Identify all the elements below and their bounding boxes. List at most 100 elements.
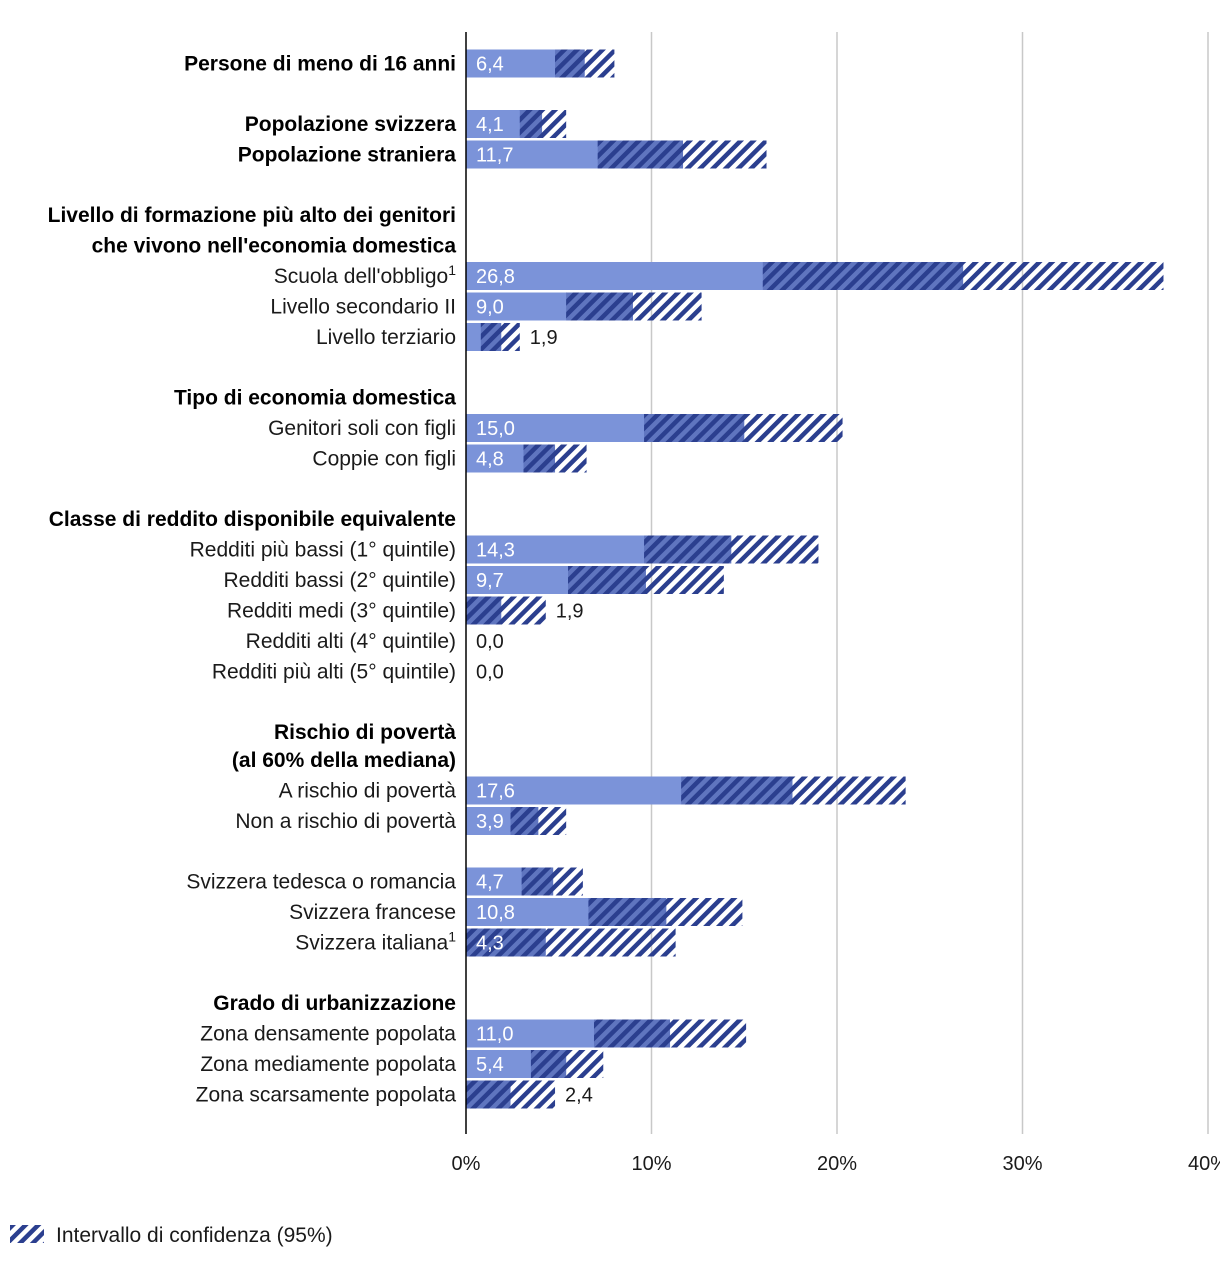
ci-lower-shade — [681, 776, 793, 805]
ci-lower-shade — [523, 444, 556, 473]
confidence-interval — [466, 1080, 556, 1109]
confidence-interval — [555, 49, 615, 78]
footnote-marker: 1 — [448, 929, 456, 945]
ci-lower-shade — [593, 1019, 671, 1048]
data-label: 14,3 — [476, 540, 515, 562]
category-label: Popolazione svizzera — [245, 113, 457, 136]
category-label: Coppie con figli — [312, 448, 456, 471]
data-label: 9,0 — [476, 297, 504, 319]
confidence-interval — [566, 292, 702, 321]
confidence-interval — [593, 1019, 747, 1048]
ci-lower-shade — [530, 1050, 567, 1078]
legend-swatch — [10, 1225, 44, 1243]
category-label: Scuola dell'obbligo1 — [274, 262, 456, 288]
ci-lower-shade — [519, 110, 543, 138]
ci-lower-shade — [588, 898, 667, 926]
confidence-interval — [644, 535, 819, 564]
confidence-interval — [480, 323, 520, 351]
ci-lower-shade — [555, 49, 585, 78]
ci-lower-shade — [644, 535, 732, 564]
data-label: 4,1 — [476, 114, 504, 136]
confidence-interval — [466, 928, 676, 957]
ci-lower-shade — [762, 262, 964, 290]
category-label: Svizzera francese — [289, 901, 456, 924]
ci-lower-shade — [644, 414, 745, 442]
confidence-interval — [510, 807, 567, 835]
category-label: Redditi bassi (2° quintile) — [223, 569, 456, 592]
category-label: Redditi più bassi (1° quintile) — [190, 539, 456, 562]
ci-lower-shade — [521, 867, 554, 896]
confidence-interval — [466, 596, 546, 625]
confidence-interval — [519, 110, 567, 138]
ci-lower-shade — [510, 807, 539, 835]
category-label: Non a rischio di povertà — [235, 810, 456, 833]
category-label: Livello terziario — [316, 326, 456, 349]
data-label: 11,7 — [476, 145, 513, 167]
group-heading: Livello di formazione più alto dei genit… — [48, 204, 456, 227]
category-labels: Persone di meno di 16 anni 6,4 Popolazione… — [48, 53, 593, 1107]
confidence-interval — [597, 140, 767, 169]
data-label: 0,0 — [476, 631, 504, 653]
data-label: 1,9 — [530, 327, 558, 349]
confidence-interval — [681, 776, 906, 805]
confidence-interval — [568, 566, 724, 594]
data-label: 11,0 — [476, 1024, 513, 1046]
category-label: Redditi alti (4° quintile) — [246, 630, 456, 653]
group-heading: Rischio di povertà — [274, 721, 456, 744]
category-label: Zona mediamente popolata — [200, 1053, 456, 1076]
footnote-marker: 1 — [448, 262, 456, 278]
data-label: 15,0 — [476, 418, 515, 440]
data-label: 9,7 — [476, 570, 504, 592]
group-heading: (al 60% della mediana) — [232, 749, 456, 772]
confidence-interval — [523, 444, 587, 473]
group-heading: Classe di reddito disponibile equivalent… — [49, 508, 456, 531]
group-heading: Tipo di economia domestica — [174, 387, 456, 410]
bars — [466, 49, 1164, 1109]
data-label: 0,0 — [476, 662, 504, 684]
confidence-interval — [530, 1050, 604, 1078]
legend-label: Intervallo di confidenza (95%) — [56, 1224, 333, 1247]
ci-lower-shade — [480, 323, 502, 351]
data-label: 6,4 — [476, 54, 504, 76]
data-label: 4,3 — [476, 933, 504, 955]
confidence-interval — [521, 867, 583, 896]
group-heading: Grado di urbanizzazione — [213, 992, 456, 1015]
gridlines — [650, 32, 1209, 1134]
group-heading: che vivono nell'economia domestica — [92, 235, 457, 258]
ci-lower-shade — [466, 596, 502, 625]
category-label: Popolazione straniera — [238, 144, 457, 167]
x-tick-label: 20% — [817, 1153, 857, 1175]
ci-lower-shade — [466, 928, 546, 957]
confidence-interval — [762, 262, 1164, 290]
ci-lower-shade — [568, 566, 646, 594]
ci-lower-shade — [566, 292, 633, 321]
category-label: Zona scarsamente popolata — [196, 1084, 457, 1107]
data-label: 4,8 — [476, 449, 504, 471]
ci-lower-shade — [597, 140, 684, 169]
data-label: 5,4 — [476, 1054, 504, 1076]
category-label: Livello secondario II — [270, 296, 456, 319]
ci-lower-shade — [466, 1080, 511, 1109]
category-label: Persone di meno di 16 anni — [184, 53, 456, 76]
category-label: A rischio di povertà — [279, 780, 457, 803]
x-tick-label: 30% — [1002, 1153, 1042, 1175]
category-label: Zona densamente popolata — [200, 1023, 456, 1046]
data-label: 2,4 — [565, 1085, 593, 1107]
legend: Intervallo di confidenza (95%) — [10, 1224, 333, 1247]
x-tick-label: 40% — [1188, 1153, 1220, 1175]
category-label: Redditi più alti (5° quintile) — [212, 661, 456, 684]
data-label: 1,9 — [556, 601, 584, 623]
data-label: 3,9 — [476, 811, 504, 833]
data-label: 10,8 — [476, 902, 515, 924]
confidence-interval — [644, 414, 843, 442]
data-label: 26,8 — [476, 266, 515, 288]
x-tick-label: 10% — [631, 1153, 671, 1175]
category-label: Genitori soli con figli — [268, 417, 456, 440]
data-label: 17,6 — [476, 781, 515, 803]
category-label: Svizzera italiana1 — [295, 929, 456, 955]
category-label: Redditi medi (3° quintile) — [227, 600, 456, 623]
category-label: Svizzera tedesca o romancia — [186, 871, 456, 894]
data-label: 4,7 — [476, 872, 504, 894]
confidence-interval — [588, 898, 743, 926]
